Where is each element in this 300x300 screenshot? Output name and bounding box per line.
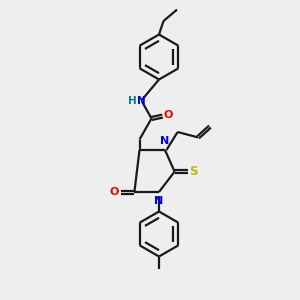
Text: N: N — [154, 196, 164, 206]
Text: O: O — [164, 110, 173, 120]
Text: S: S — [189, 165, 198, 178]
Text: H: H — [128, 96, 136, 106]
Text: N: N — [160, 136, 169, 146]
Text: N: N — [137, 96, 146, 106]
Text: O: O — [110, 187, 119, 197]
